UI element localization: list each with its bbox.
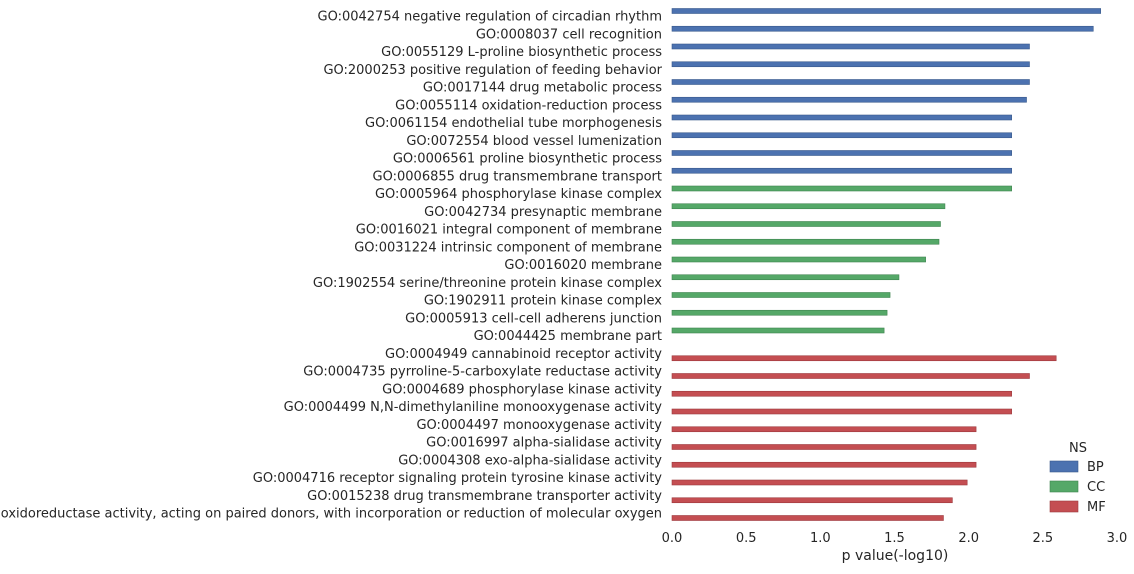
bar-12: [671, 203, 946, 210]
x-tick-labels-group: 0.0 0.5 1.0 1.5 2.0 2.5 3.0: [662, 531, 1128, 546]
category-label: GO:0017144 drug metabolic process: [423, 81, 662, 96]
category-label: GO:0055114 oxidation-reduction process: [395, 98, 662, 113]
legend-swatch-mf: [1049, 500, 1079, 513]
bar-10: [671, 167, 1012, 174]
bar-4: [671, 61, 1030, 68]
bar-13: [671, 221, 941, 227]
category-label: GO:0004949 cannabinoid receptor activity: [385, 347, 662, 362]
x-tick-label: 0.0: [662, 531, 683, 546]
x-axis-label: p value(-log10): [842, 548, 949, 564]
bars-group: [671, 8, 1101, 521]
category-label: GO:0061154 endothelial tube morphogenesi…: [365, 116, 662, 131]
bar-17: [671, 292, 891, 298]
legend-swatch-bp: [1049, 460, 1079, 473]
category-label: GO:0005913 cell-cell adherens junction: [405, 311, 662, 326]
bar-9: [671, 150, 1012, 156]
bar-6: [671, 96, 1027, 103]
category-label: GO:0042754 negative regulation of circad…: [318, 10, 662, 25]
category-label: GO:0055129 L-proline biosynthetic proces…: [381, 45, 662, 60]
bar-23: [671, 408, 1012, 415]
bar-24: [671, 426, 977, 433]
x-tick-label: 2.0: [958, 531, 979, 546]
category-label: GO:0004689 phosphorylase kinase activity: [382, 382, 662, 397]
category-label: GO:0004497 monooxygenase activity: [416, 418, 662, 433]
bar-18: [671, 309, 888, 316]
x-tick-label: 1.5: [884, 531, 905, 546]
category-label: GO:0016020 membrane: [504, 258, 662, 273]
category-labels-group: GO:0042754 negative regulation of circad…: [0, 10, 663, 522]
bar-3: [671, 43, 1030, 50]
bar-16: [671, 274, 900, 281]
bar-11: [671, 185, 1012, 192]
bar-27: [671, 479, 968, 486]
bar-21: [671, 373, 1030, 379]
bar-14: [671, 238, 940, 245]
legend-title: NS: [1069, 441, 1087, 456]
category-label: GO:0042734 presynaptic membrane: [424, 205, 662, 220]
legend-label-mf: MF: [1087, 500, 1106, 515]
legend-label-bp: BP: [1087, 460, 1104, 475]
category-label: GO:0004308 exo-alpha-sialidase activity: [398, 453, 662, 468]
bar-25: [671, 444, 977, 450]
category-label: GO:1902554 serine/threonine protein kina…: [313, 276, 662, 291]
bar-20: [671, 355, 1057, 362]
category-label: GO:0006855 drug transmembrane transport: [373, 169, 662, 184]
category-label: GO:1902911 protein kinase complex: [424, 294, 662, 309]
bar-8: [671, 132, 1012, 139]
bar-15: [671, 256, 926, 263]
category-label: GO:0005964 phosphorylase kinase complex: [375, 187, 662, 202]
category-label: GO:0008037 cell recognition: [476, 27, 662, 42]
category-label: GO:0016705 oxidoreductase activity, acti…: [0, 507, 662, 522]
category-label: GO:0004735 pyrroline-5-carboxylate reduc…: [303, 365, 662, 380]
legend-swatch-cc: [1049, 480, 1079, 493]
category-label: GO:0031224 intrinsic component of membra…: [354, 240, 662, 255]
category-label: GO:0015238 drug transmembrane transporte…: [307, 489, 662, 504]
category-label: GO:0004716 receptor signaling protein ty…: [253, 471, 663, 486]
bar-26: [671, 461, 977, 468]
bar-1: [671, 8, 1101, 14]
x-tick-label: 0.5: [736, 531, 757, 546]
x-tick-label: 3.0: [1107, 531, 1128, 546]
bar-29: [671, 515, 944, 521]
category-label: GO:0072554 blood vessel lumenization: [406, 134, 662, 149]
x-tick-label: 2.5: [1032, 531, 1053, 546]
category-label: GO:0016021 integral component of membran…: [356, 223, 662, 238]
category-label: GO:0016997 alpha-sialidase activity: [426, 436, 662, 451]
category-label: GO:0044425 membrane part: [474, 329, 662, 344]
bar-19: [671, 327, 885, 334]
bar-22: [671, 390, 1012, 397]
legend-label-cc: CC: [1087, 480, 1105, 495]
category-label: GO:0006561 proline biosynthetic process: [393, 152, 662, 167]
category-label: GO:0004499 N,N-dimethylaniline monooxyge…: [284, 400, 663, 415]
x-tick-label: 1.0: [810, 531, 831, 546]
category-label: GO:2000253 positive regulation of feedin…: [323, 63, 662, 78]
bar-28: [671, 497, 953, 504]
legend: NS BP CC MF: [1049, 441, 1106, 515]
bar-5: [671, 79, 1030, 85]
bar-7: [671, 114, 1012, 121]
bar-2: [671, 25, 1094, 32]
